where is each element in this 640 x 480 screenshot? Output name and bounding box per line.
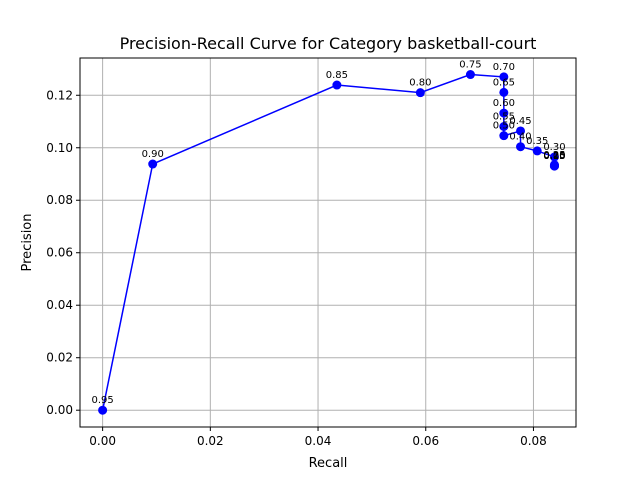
threshold-label: 0.80 [409, 78, 431, 89]
point-label-layer: 0.95 0.90 0.85 0.80 0.75 0.70 0.65 0.60 0.550.50… [91, 60, 565, 407]
pr-point [148, 159, 158, 169]
x-tick-label: 0.08 [520, 434, 547, 448]
threshold-label: 0.70 [493, 62, 515, 73]
pr-point [499, 121, 509, 131]
threshold-label: 0.95 [91, 395, 113, 406]
y-tick-label: 0.00 [46, 403, 73, 417]
x-tick-label: 0.04 [305, 434, 332, 448]
tick-layer: 0.00 0.02 0.04 0.06 0.08 0.00 0.02 0.04 0.06 0.08… [46, 88, 547, 448]
threshold-label: 0.75 [459, 60, 481, 71]
threshold-label: 0.40 [509, 132, 531, 143]
pr-point [499, 108, 509, 118]
threshold-label: 0.50 [493, 121, 515, 132]
pr-point [532, 146, 542, 156]
threshold-label: 0.55 [493, 111, 515, 122]
pr-point [465, 70, 475, 80]
x-tick-label: 0.06 [412, 434, 439, 448]
x-tick-label: 0.00 [89, 434, 116, 448]
plot-area-frame [79, 57, 577, 428]
threshold-label: 0.85 [326, 70, 348, 81]
y-axis-label: Precision [20, 213, 35, 271]
y-tick-label: 0.12 [46, 88, 73, 102]
y-tick-label: 0.08 [46, 193, 73, 207]
pr-point [549, 161, 559, 171]
threshold-label: 0.25 [543, 150, 565, 161]
threshold-label: 0.05 [543, 151, 565, 162]
threshold-label: 0.65 [493, 77, 515, 88]
threshold-label: 0.10 [543, 151, 565, 162]
pr-point [516, 126, 526, 136]
x-axis-label: Recall [309, 456, 348, 471]
pr-point [332, 80, 342, 90]
grid-layer [80, 58, 576, 427]
threshold-label: 0.20 [543, 151, 565, 162]
y-tick-label: 0.02 [46, 351, 73, 365]
pr-point [549, 152, 559, 162]
y-tick-label: 0.06 [46, 246, 73, 260]
pr-point [516, 142, 526, 152]
pr-point [499, 87, 509, 97]
threshold-label: 0.60 [493, 98, 515, 109]
series-layer [98, 70, 559, 415]
y-tick-label: 0.04 [46, 298, 73, 312]
chart-title: Precision-Recall Curve for Category bask… [120, 34, 537, 53]
pr-point [415, 88, 425, 98]
x-tick-label: 0.02 [197, 434, 224, 448]
pr-curve-line [101, 73, 556, 411]
threshold-label: 0.45 [509, 116, 531, 127]
threshold-label: 0.90 [142, 149, 164, 160]
threshold-label: 0.15 [543, 151, 565, 162]
pr-point [98, 405, 108, 415]
pr-point [499, 72, 509, 82]
pr-point [499, 131, 509, 141]
y-tick-label: 0.10 [46, 141, 73, 155]
threshold-label: 0.30 [543, 142, 565, 153]
threshold-label: 0.35 [526, 136, 548, 147]
